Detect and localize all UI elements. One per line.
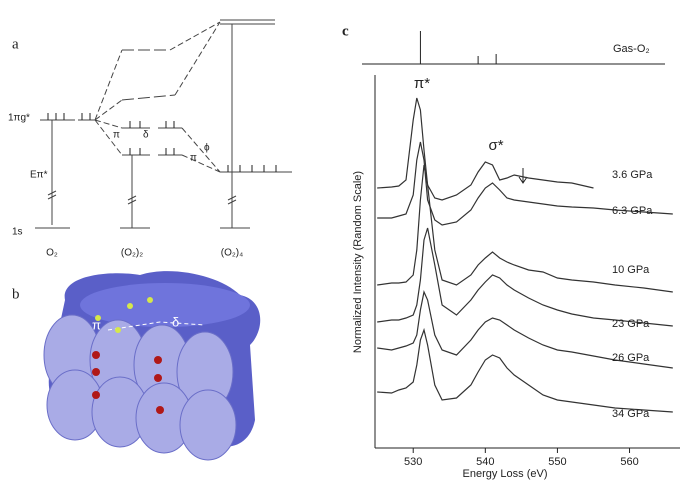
species-label: (O₂)₂ [121, 248, 143, 259]
highlight [95, 315, 101, 321]
energy-label: Eπ* [30, 170, 48, 181]
species-label: O₂ [46, 248, 58, 259]
bond-label: π [92, 317, 101, 332]
atom [92, 351, 100, 359]
atom [154, 356, 162, 364]
arrow [518, 168, 528, 184]
panel-label: b [12, 286, 20, 302]
x-tick-label: 530 [404, 456, 422, 468]
electron [47, 113, 277, 172]
series-label: 23 GPa [612, 318, 650, 330]
spectrum [377, 141, 673, 226]
reference-label: Gas-O₂ [613, 43, 650, 55]
series-label: 3.6 GPa [612, 169, 653, 181]
series-label: 10 GPa [612, 264, 650, 276]
surface [80, 283, 250, 327]
highlight [115, 327, 121, 333]
atom [156, 406, 164, 414]
atom [154, 374, 162, 382]
highlight [147, 297, 153, 303]
axis-break [47, 190, 237, 205]
x-axis-label: Energy Loss (eV) [463, 468, 548, 480]
level [121, 94, 176, 101]
series-label: 34 GPa [612, 408, 650, 420]
spectrum [377, 97, 594, 201]
x-tick-label: 540 [476, 456, 494, 468]
y-axis-label: Normalized Intensity (Random Scale) [352, 171, 364, 353]
bond-label: π [113, 130, 120, 141]
bond-label: δ [143, 130, 149, 141]
panel-label: a [12, 36, 19, 52]
panel-b [43, 271, 261, 461]
level-label: 1s [12, 227, 23, 238]
spectrum [377, 327, 673, 413]
annotation: π* [414, 75, 430, 92]
bond-label: π [190, 153, 197, 164]
bond-path [107, 321, 206, 331]
bond-label: δ [172, 314, 179, 329]
spectrum [377, 164, 673, 293]
spectrum [377, 290, 673, 369]
lobe [179, 389, 237, 461]
highlight [127, 303, 133, 309]
x-tick-label: 550 [548, 456, 566, 468]
panel-label: c [342, 23, 349, 39]
atom [92, 391, 100, 399]
panel-a [35, 19, 292, 229]
series-label: 6.3 GPa [612, 205, 653, 217]
atom [92, 368, 100, 376]
annotation: σ* [488, 137, 503, 154]
series-label: 26 GPa [612, 352, 650, 364]
level-label: 1πg* [8, 113, 30, 124]
spectrum [377, 227, 673, 327]
x-tick-label: 560 [620, 456, 638, 468]
connector [94, 21, 221, 173]
bond-label: ϕ [204, 143, 210, 154]
species-label: (O₂)₄ [221, 248, 243, 259]
